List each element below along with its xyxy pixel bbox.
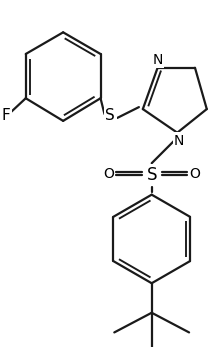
Text: O: O xyxy=(103,167,114,181)
Text: S: S xyxy=(147,166,157,184)
Text: S: S xyxy=(106,108,115,124)
Text: F: F xyxy=(2,108,11,124)
Text: O: O xyxy=(189,167,200,181)
Text: N: N xyxy=(174,134,184,148)
Text: N: N xyxy=(152,53,163,67)
